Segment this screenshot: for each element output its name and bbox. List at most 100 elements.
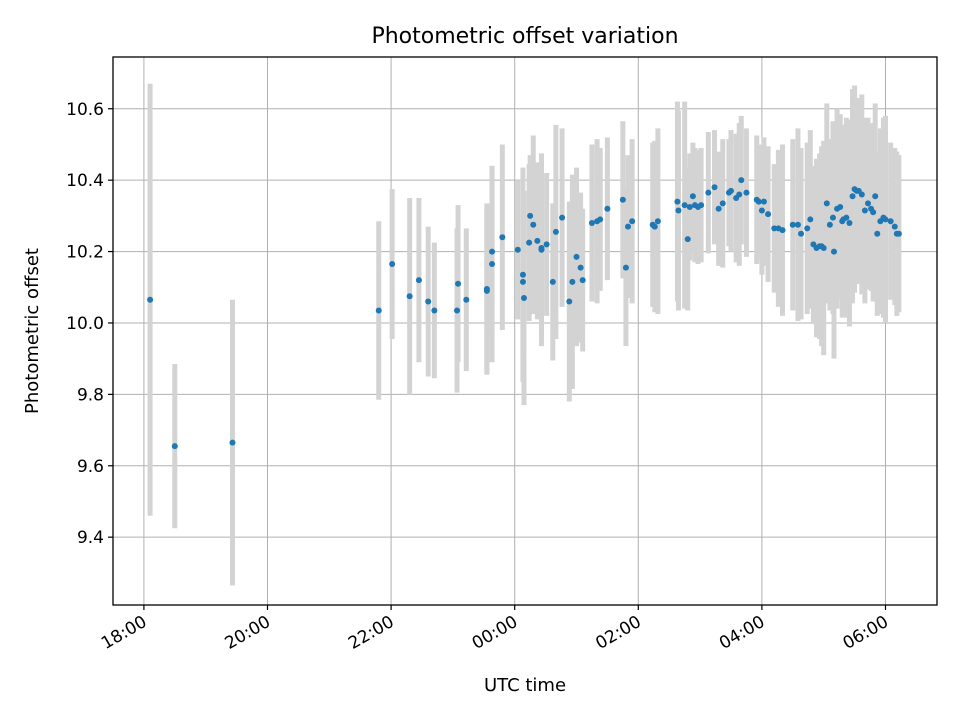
data-point (629, 218, 636, 225)
chart-title: Photometric offset variation (371, 24, 678, 49)
data-point (798, 230, 805, 237)
plot-frame (112, 56, 938, 606)
data-point (820, 244, 827, 251)
data-point (698, 202, 705, 209)
data-point (651, 223, 658, 230)
y-tick-label: 9.6 (77, 457, 104, 477)
data-point (622, 264, 629, 271)
data-point (846, 220, 853, 227)
data-point (549, 278, 556, 285)
data-point (895, 230, 902, 237)
data-point (534, 237, 541, 244)
data-point (619, 196, 626, 203)
data-point (483, 286, 490, 293)
data-point (519, 278, 526, 285)
data-point (874, 230, 881, 237)
data-point (527, 212, 534, 219)
data-point (552, 228, 559, 235)
data-point (689, 193, 696, 200)
data-point (654, 218, 661, 225)
data-point (559, 214, 566, 221)
data-point (425, 298, 432, 305)
data-point (858, 191, 865, 198)
data-point (837, 203, 844, 210)
data-point (882, 216, 889, 223)
data-point (829, 214, 836, 221)
data-point (765, 211, 772, 218)
data-point (569, 278, 576, 285)
data-point (588, 220, 595, 227)
data-point (681, 202, 688, 209)
data-point (604, 205, 611, 212)
data-point (519, 271, 526, 278)
data-point (823, 200, 830, 207)
data-point (887, 218, 894, 225)
data-point (675, 207, 682, 214)
data-point (736, 191, 743, 198)
data-point (684, 236, 691, 243)
data-point (455, 280, 462, 287)
data-point (674, 198, 681, 205)
data-point (625, 223, 631, 230)
data-point (760, 198, 767, 205)
data-point (891, 223, 898, 230)
y-tick-label: 10.4 (66, 171, 104, 191)
data-point (489, 261, 496, 268)
data-point (755, 198, 762, 205)
data-point (463, 296, 470, 303)
data-point (771, 225, 778, 232)
data-point (543, 241, 550, 248)
data-point (520, 294, 527, 301)
data-point (743, 189, 750, 196)
data-point (705, 189, 712, 196)
y-tick-label: 10.2 (66, 243, 104, 263)
data-point (514, 246, 521, 253)
data-point (738, 177, 745, 184)
data-point (499, 234, 506, 241)
y-tick-label: 9.8 (77, 385, 104, 405)
data-point (807, 216, 814, 223)
data-point (489, 248, 496, 255)
x-axis-label: UTC time (484, 675, 566, 696)
data-point (728, 187, 734, 194)
data-point (711, 184, 718, 191)
data-point (431, 307, 438, 314)
data-point (872, 193, 879, 200)
y-tick-label: 10.0 (66, 314, 104, 334)
y-tick-label: 9.4 (77, 528, 104, 548)
data-point (861, 207, 868, 214)
data-point (171, 443, 178, 450)
data-point (597, 216, 604, 223)
data-point (375, 307, 382, 314)
data-point (538, 246, 545, 253)
data-point (794, 221, 801, 228)
data-point (530, 221, 537, 228)
data-point (849, 193, 856, 200)
data-point (389, 261, 396, 268)
data-point (566, 298, 573, 305)
data-point (719, 200, 726, 207)
data-point (789, 221, 796, 228)
data-point (577, 264, 584, 271)
data-points (147, 177, 902, 450)
data-point (864, 200, 871, 207)
data-point (715, 205, 722, 212)
y-axis-label: Photometric offset (22, 248, 43, 414)
data-point (229, 439, 236, 446)
data-point (526, 239, 533, 246)
data-point (147, 296, 154, 303)
data-point (579, 277, 586, 284)
data-point (831, 248, 837, 255)
data-point (870, 209, 877, 216)
data-point (826, 221, 833, 228)
data-point (406, 293, 413, 300)
y-tick-label: 10.6 (66, 100, 104, 120)
data-point (686, 203, 693, 210)
data-point (454, 307, 461, 314)
data-point (573, 253, 580, 260)
data-point (843, 214, 850, 221)
y-axis-ticks: 9.4 9.6 9.8 10.0 10.2 10.4 10.6 (66, 100, 113, 548)
data-point (415, 277, 422, 284)
